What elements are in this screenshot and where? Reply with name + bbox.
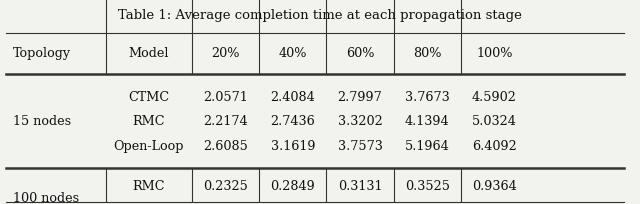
Text: 0.3131: 0.3131	[338, 179, 382, 192]
Text: RMC: RMC	[132, 115, 165, 128]
Text: 4.1394: 4.1394	[405, 115, 449, 128]
Text: 20%: 20%	[211, 47, 240, 60]
Text: 0.2849: 0.2849	[271, 179, 315, 192]
Text: RMC: RMC	[132, 179, 165, 192]
Text: 3.7573: 3.7573	[337, 139, 383, 152]
Text: 5.1964: 5.1964	[405, 139, 449, 152]
Text: 2.0571: 2.0571	[204, 90, 248, 103]
Text: 2.7436: 2.7436	[271, 115, 315, 128]
Text: Model: Model	[129, 47, 169, 60]
Text: 5.0324: 5.0324	[472, 115, 517, 128]
Text: Table 1: Average completion time at each propagation stage: Table 1: Average completion time at each…	[118, 9, 522, 22]
Text: Open-Loop: Open-Loop	[113, 139, 184, 152]
Text: 100 nodes: 100 nodes	[13, 191, 79, 204]
Text: 15 nodes: 15 nodes	[13, 115, 71, 128]
Text: 2.2174: 2.2174	[204, 115, 248, 128]
Text: 80%: 80%	[413, 47, 442, 60]
Text: 100%: 100%	[476, 47, 513, 60]
Text: 0.9364: 0.9364	[472, 179, 516, 192]
Text: 3.7673: 3.7673	[405, 90, 449, 103]
Text: 3.1619: 3.1619	[271, 139, 315, 152]
Text: 60%: 60%	[346, 47, 374, 60]
Text: 40%: 40%	[278, 47, 307, 60]
Text: 3.3202: 3.3202	[338, 115, 382, 128]
Text: 0.2325: 0.2325	[203, 179, 248, 192]
Text: 2.4084: 2.4084	[271, 90, 315, 103]
Text: 2.7997: 2.7997	[338, 90, 382, 103]
Text: 6.4092: 6.4092	[472, 139, 516, 152]
Text: 4.5902: 4.5902	[472, 90, 517, 103]
Text: 0.3525: 0.3525	[404, 179, 450, 192]
Text: CTMC: CTMC	[128, 90, 170, 103]
Text: Topology: Topology	[13, 47, 71, 60]
Text: 2.6085: 2.6085	[203, 139, 248, 152]
